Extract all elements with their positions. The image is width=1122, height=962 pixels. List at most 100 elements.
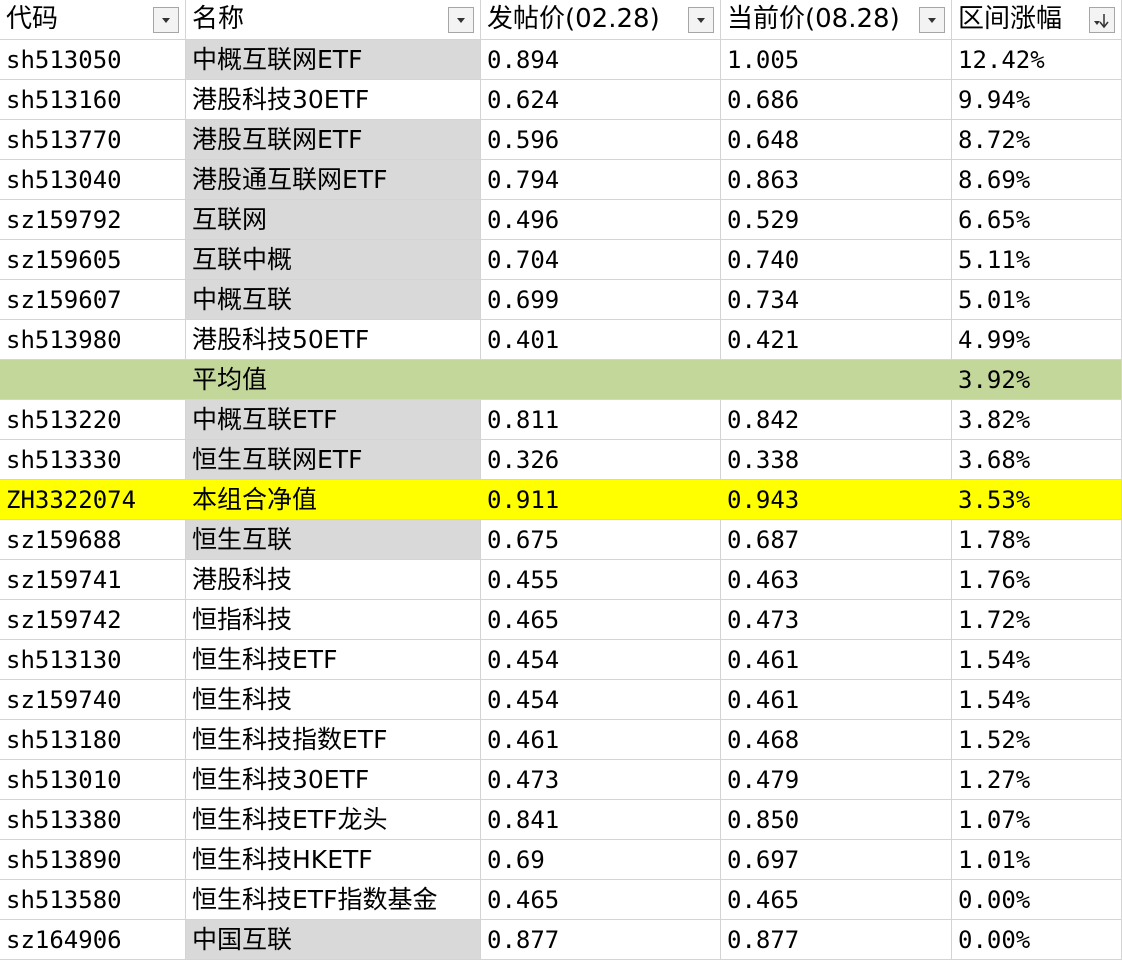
header-cell: 区间涨幅 <box>952 0 1122 40</box>
cell <box>721 360 952 400</box>
cell: 平均值 <box>186 360 481 400</box>
cell: 0.465 <box>481 880 721 920</box>
cell: 0.863 <box>721 160 952 200</box>
cell: 中概互联ETF <box>186 400 481 440</box>
cell: sh513050 <box>0 40 186 80</box>
cell: sz164906 <box>0 920 186 960</box>
cell: 0.473 <box>721 600 952 640</box>
cell: 0.943 <box>721 480 952 520</box>
cell: sh513580 <box>0 880 186 920</box>
cell: 1.52% <box>952 720 1122 760</box>
filter-button[interactable] <box>1089 7 1115 33</box>
cell: 恒生互联 <box>186 520 481 560</box>
filter-button[interactable] <box>153 7 179 33</box>
cell: 0.421 <box>721 320 952 360</box>
cell: 1.76% <box>952 560 1122 600</box>
cell: 0.463 <box>721 560 952 600</box>
sort-filter-icon <box>1094 14 1109 29</box>
cell: 4.99% <box>952 320 1122 360</box>
cell: 恒生科技ETF龙头 <box>186 800 481 840</box>
cell: 0.740 <box>721 240 952 280</box>
cell: sh513180 <box>0 720 186 760</box>
cell: 0.338 <box>721 440 952 480</box>
cell: ZH3322074 <box>0 480 186 520</box>
cell: sh513770 <box>0 120 186 160</box>
cell: 5.11% <box>952 240 1122 280</box>
cell: 0.675 <box>481 520 721 560</box>
cell: 港股互联网ETF <box>186 120 481 160</box>
filter-icon <box>162 18 170 23</box>
cell <box>481 360 721 400</box>
cell: 0.496 <box>481 200 721 240</box>
cell: 0.794 <box>481 160 721 200</box>
cell: 1.54% <box>952 640 1122 680</box>
cell: 1.005 <box>721 40 952 80</box>
cell: 0.911 <box>481 480 721 520</box>
header-cell: 代码 <box>0 0 186 40</box>
header-text: 发帖价(02.28) <box>487 4 660 34</box>
cell: 恒生科技ETF指数基金 <box>186 880 481 920</box>
header-text: 当前价(08.28) <box>727 4 900 34</box>
cell: 1.27% <box>952 760 1122 800</box>
cell: 3.53% <box>952 480 1122 520</box>
cell: 8.69% <box>952 160 1122 200</box>
cell <box>0 360 186 400</box>
cell: 0.699 <box>481 280 721 320</box>
cell: 互联网 <box>186 200 481 240</box>
cell: 0.461 <box>721 680 952 720</box>
cell: 8.72% <box>952 120 1122 160</box>
cell: 港股科技50ETF <box>186 320 481 360</box>
cell: 0.00% <box>952 920 1122 960</box>
filter-button[interactable] <box>448 7 474 33</box>
cell: 0.454 <box>481 640 721 680</box>
cell: 0.454 <box>481 680 721 720</box>
filter-icon <box>457 18 465 23</box>
cell: sh513330 <box>0 440 186 480</box>
cell: 0.529 <box>721 200 952 240</box>
cell: 0.596 <box>481 120 721 160</box>
cell: 0.842 <box>721 400 952 440</box>
cell: sz159742 <box>0 600 186 640</box>
cell: 中国互联 <box>186 920 481 960</box>
cell: 港股科技 <box>186 560 481 600</box>
cell: 0.461 <box>481 720 721 760</box>
cell: 6.65% <box>952 200 1122 240</box>
cell: sh513040 <box>0 160 186 200</box>
filter-icon <box>928 18 936 23</box>
cell: 0.468 <box>721 720 952 760</box>
cell: 恒生科技30ETF <box>186 760 481 800</box>
cell: sh513160 <box>0 80 186 120</box>
cell: 1.07% <box>952 800 1122 840</box>
cell: sh513380 <box>0 800 186 840</box>
cell: 3.82% <box>952 400 1122 440</box>
cell: sz159607 <box>0 280 186 320</box>
cell: sh513130 <box>0 640 186 680</box>
cell: 0.455 <box>481 560 721 600</box>
cell: 0.877 <box>481 920 721 960</box>
cell: 中概互联网ETF <box>186 40 481 80</box>
cell: 0.465 <box>721 880 952 920</box>
cell: sh513890 <box>0 840 186 880</box>
header-cell: 当前价(08.28) <box>721 0 952 40</box>
cell: 0.648 <box>721 120 952 160</box>
cell: sh513220 <box>0 400 186 440</box>
cell: 0.894 <box>481 40 721 80</box>
filter-button[interactable] <box>688 7 714 33</box>
cell: 港股科技30ETF <box>186 80 481 120</box>
cell: sz159741 <box>0 560 186 600</box>
cell: 0.624 <box>481 80 721 120</box>
cell: 中概互联 <box>186 280 481 320</box>
cell: sz159792 <box>0 200 186 240</box>
cell: 0.841 <box>481 800 721 840</box>
cell: sz159688 <box>0 520 186 560</box>
header-text: 名称 <box>192 4 245 34</box>
filter-button[interactable] <box>919 7 945 33</box>
header-text: 代码 <box>6 4 59 34</box>
cell: 1.54% <box>952 680 1122 720</box>
cell: 3.68% <box>952 440 1122 480</box>
cell: 互联中概 <box>186 240 481 280</box>
cell: 0.811 <box>481 400 721 440</box>
cell: 0.687 <box>721 520 952 560</box>
cell: 0.850 <box>721 800 952 840</box>
cell: 0.465 <box>481 600 721 640</box>
